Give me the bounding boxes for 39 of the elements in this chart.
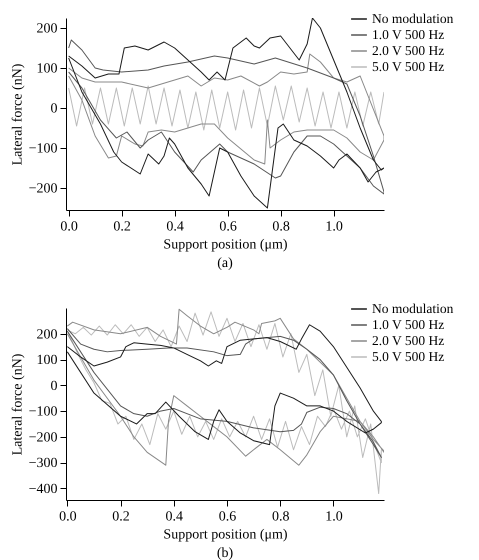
- legend-label: 2.0 V 500 Hz: [372, 333, 444, 348]
- x-axis-title: Support position (μm): [163, 238, 288, 252]
- x-tick-label: 0.4: [166, 510, 184, 524]
- y-tick-label: −200: [28, 182, 58, 196]
- x-tick-label: 0.8: [272, 220, 290, 234]
- text: (a): [217, 256, 234, 271]
- line-series: [68, 86, 384, 130]
- x-tick-label: 0.0: [60, 220, 78, 234]
- legend-label: 5.0 V 500 Hz: [372, 349, 444, 364]
- legend-label: 1.0 V 500 Hz: [372, 317, 444, 332]
- y-axis-title: Lateral force (nN): [10, 353, 26, 456]
- x-tick-label: 1.0: [325, 510, 343, 524]
- y-tick-label: 200: [36, 327, 58, 342]
- legend-label: 2.0 V 500 Hz: [372, 43, 444, 58]
- legend-label: No modulation: [372, 301, 454, 316]
- y-tick-label: 200: [36, 22, 58, 36]
- y-tick-label: 100: [36, 62, 58, 76]
- x-axis-title: Support position (μm): [163, 528, 288, 542]
- y-tick-label: −400: [28, 482, 58, 497]
- x-tick-label: 0.2: [113, 220, 131, 234]
- y-tick-label: −300: [28, 456, 58, 472]
- x-tick-label: 1.0: [325, 220, 343, 234]
- legend-label: 5.0 V 500 Hz: [372, 59, 444, 74]
- x-tick-label: 0.6: [219, 220, 237, 234]
- x-tick-label: 0.2: [112, 510, 130, 524]
- x-tick-label: 0.4: [166, 220, 184, 234]
- legend-label: 1.0 V 500 Hz: [372, 27, 444, 42]
- y-tick-label: −100: [28, 404, 58, 420]
- y-tick-label: −100: [28, 142, 58, 156]
- y-tick-label: 0: [50, 102, 58, 116]
- text: (b): [216, 546, 234, 560]
- y-axis-title: Lateral force (nN): [10, 63, 26, 166]
- x-tick-label: 0.8: [272, 510, 290, 524]
- y-tick-label: 0: [50, 378, 58, 394]
- x-tick-label: 0.6: [218, 510, 236, 524]
- x-tick-label: 0.0: [59, 510, 77, 524]
- y-tick-label: −200: [28, 430, 58, 446]
- y-tick-label: 100: [36, 353, 58, 368]
- legend-label: No modulation: [372, 11, 454, 26]
